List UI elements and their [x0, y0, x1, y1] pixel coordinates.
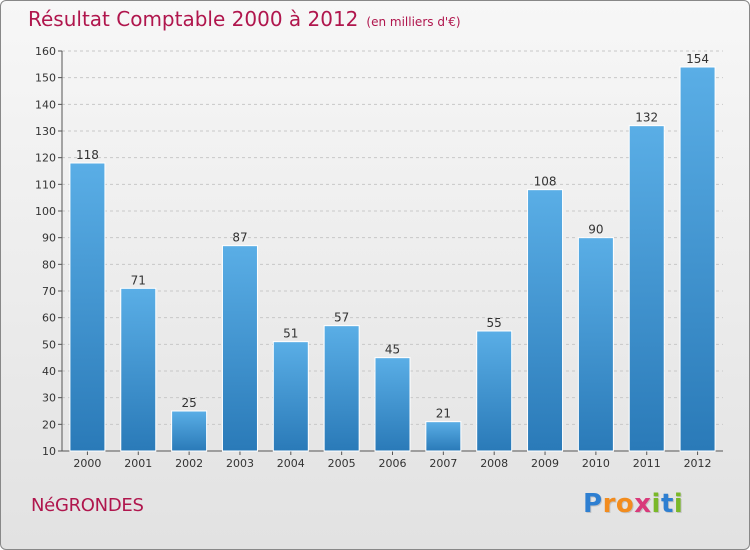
- bar-2001: [120, 287, 157, 452]
- logo-letter: r: [602, 489, 616, 519]
- y-tick-label-70: 70: [42, 285, 56, 298]
- y-tick-label-150: 150: [35, 72, 56, 85]
- bar-2010: [577, 237, 614, 452]
- chart-title: Résultat Comptable 2000 à 2012 (en millie…: [28, 7, 461, 31]
- value-label-2004: 51: [283, 327, 298, 341]
- chart-title-text: Résultat Comptable 2000 à 2012: [28, 7, 359, 31]
- y-tick-label-110: 110: [35, 178, 56, 191]
- value-label-2012: 154: [686, 52, 709, 66]
- y-tick-label-100: 100: [35, 205, 56, 218]
- bar-2012: [679, 66, 716, 452]
- value-label-2005: 57: [334, 311, 349, 325]
- value-label-2006: 45: [385, 343, 400, 357]
- x-tick-label-2009: 2009: [531, 457, 559, 470]
- logo-letter: o: [615, 489, 635, 519]
- logo-letter: x: [634, 489, 652, 519]
- x-tick-label-2010: 2010: [582, 457, 610, 470]
- value-label-2003: 87: [232, 231, 247, 245]
- value-label-2010: 90: [588, 223, 603, 237]
- y-tick-label-50: 50: [42, 338, 56, 351]
- logo-letter: P: [583, 489, 603, 519]
- bar-2007: [425, 421, 462, 452]
- y-tick-label-30: 30: [42, 392, 56, 405]
- x-tick-label-2000: 2000: [73, 457, 101, 470]
- value-label-2000: 118: [76, 148, 99, 162]
- logo-letter: i: [673, 489, 684, 519]
- bar-2006: [374, 357, 411, 452]
- x-tick-label-2001: 2001: [124, 457, 152, 470]
- value-label-2008: 55: [487, 316, 502, 330]
- bar-layer: [69, 66, 716, 452]
- y-tick-label-40: 40: [42, 365, 56, 378]
- x-tick-label-2003: 2003: [226, 457, 254, 470]
- x-tick-label-2007: 2007: [429, 457, 457, 470]
- value-label-2009: 108: [534, 175, 557, 189]
- bar-2002: [171, 410, 208, 452]
- y-tick-label-80: 80: [42, 258, 56, 271]
- logo-letter: i: [651, 489, 661, 519]
- label-layer: 118 71 25 87 51 57 45 21 55 108 90 132 154: [76, 52, 709, 421]
- y-tick-label-90: 90: [42, 232, 56, 245]
- bar-2000: [69, 162, 106, 452]
- x-tick-label-2008: 2008: [480, 457, 508, 470]
- y-tick-label-160: 160: [35, 45, 56, 58]
- value-label-2001: 71: [131, 273, 146, 287]
- bar-2011: [628, 125, 665, 452]
- value-label-2002: 25: [181, 396, 196, 410]
- x-tick-label-2005: 2005: [328, 457, 356, 470]
- commune-name: NéGRONDES: [31, 495, 144, 516]
- bar-2004: [272, 341, 309, 452]
- y-tick-label-120: 120: [35, 152, 56, 165]
- value-label-2011: 132: [635, 111, 658, 125]
- y-tick-label-10: 10: [42, 445, 56, 458]
- proxiti-logo[interactable]: Proxiti: [583, 489, 683, 519]
- value-label-2007: 21: [436, 407, 451, 421]
- x-tick-label-2011: 2011: [633, 457, 661, 470]
- bar-2009: [527, 189, 564, 452]
- bar-2003: [221, 245, 258, 452]
- x-tick-label-2006: 2006: [379, 457, 407, 470]
- x-tick-label-2012: 2012: [684, 457, 712, 470]
- bar-2005: [323, 325, 360, 452]
- bar-2008: [476, 330, 513, 452]
- y-tick-label-20: 20: [42, 418, 56, 431]
- y-tick-label-60: 60: [42, 312, 56, 325]
- x-tick-label-2002: 2002: [175, 457, 203, 470]
- x-tick-label-2004: 2004: [277, 457, 305, 470]
- y-tick-label-130: 130: [35, 125, 56, 138]
- logo-letter: t: [660, 489, 674, 519]
- chart-unit: (en milliers d'€): [366, 15, 461, 29]
- y-tick-label-140: 140: [35, 98, 56, 111]
